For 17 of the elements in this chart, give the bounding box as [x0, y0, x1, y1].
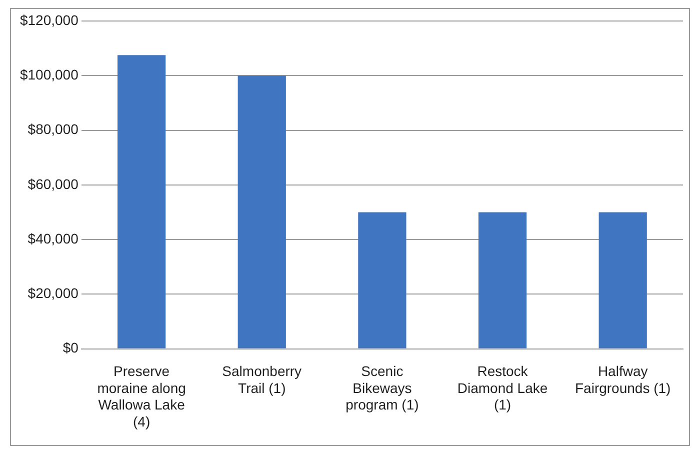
x-tick-label: Restock Diamond Lake (1): [457, 363, 548, 413]
y-tick-label: $20,000: [28, 285, 79, 302]
y-tick-label: $40,000: [28, 230, 79, 246]
bar: [598, 212, 647, 348]
x-tick-label: Preserve moraine along Wallowa Lake (4): [97, 363, 186, 430]
bar: [358, 212, 406, 348]
x-tick-label: Scenic Bikeways program (1): [346, 363, 419, 413]
bar: [117, 55, 166, 348]
bar: [478, 212, 527, 348]
x-tick-label: Salmonberry Trail (1): [222, 363, 302, 396]
bar: [238, 76, 286, 348]
x-tick-label: Halfway Fairgrounds (1): [574, 363, 671, 396]
y-tick-label: $0: [62, 340, 79, 356]
y-tick-label: $100,000: [20, 66, 79, 82]
y-tick-label: $80,000: [28, 121, 79, 138]
y-tick-label: $120,000: [20, 12, 79, 28]
y-tick-label: $60,000: [28, 176, 79, 192]
